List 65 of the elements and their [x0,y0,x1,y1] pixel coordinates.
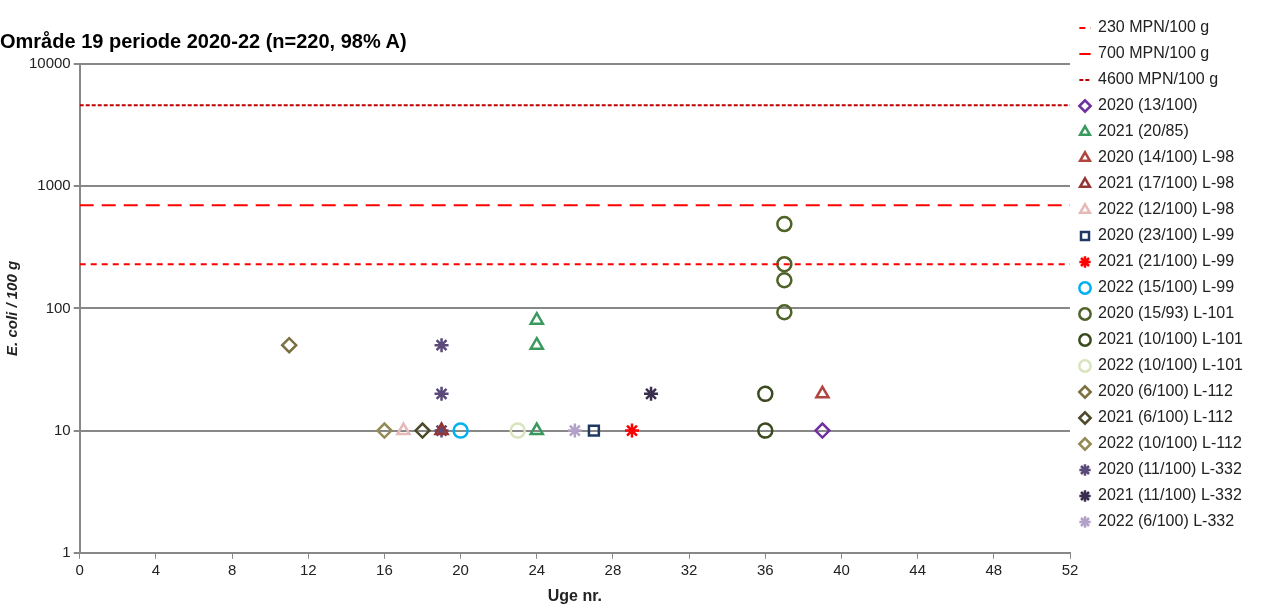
point [757,422,774,439]
y-tick-label: 100 [45,298,71,316]
point [815,385,830,399]
y-tick-label: 10 [54,420,71,438]
legend-label: 2022 (12/100) L-98 [1098,200,1235,218]
point [433,336,450,354]
point [452,422,469,439]
point [776,271,793,289]
x-tick-label: 28 [604,560,622,578]
legend-label: 2022 (6/100) L-332 [1098,512,1235,530]
point [414,422,431,439]
legend-label: 2021 (21/100) L-99 [1098,252,1235,270]
legend-label: 2022 (15/100) L-99 [1098,278,1235,296]
legend-label: 2022 (10/100) L-101 [1098,356,1244,374]
point [433,385,450,403]
legend-label: 700 MPN/100 g [1098,44,1210,62]
legend-label: 4600 MPN/100 g [1098,70,1219,88]
point [529,311,545,325]
legend-label: 2021 (11/100) L-332 [1098,486,1242,504]
point [280,336,298,354]
point [509,422,526,439]
x-tick-label: 44 [909,560,926,578]
point [587,424,601,437]
x-tick-label: 32 [680,560,698,578]
legend-label: 2020 (6/100) L-112 [1098,382,1234,400]
x-tick-label: 36 [756,560,774,578]
y-tick-label: 10000 [28,54,71,72]
x-tick-label: 8 [227,560,237,578]
legend-label: 2020 (23/100) L-99 [1098,226,1235,244]
legend-label: 2022 (10/100) L-112 [1098,434,1242,452]
x-tick-label: 40 [833,560,850,578]
point [376,422,393,439]
legend-label: 2020 (13/100) [1098,96,1198,114]
legend-label: 2021 (20/85) [1098,122,1189,140]
point [529,422,545,436]
legend-label: 230 MPN/100 g [1098,18,1210,36]
y-axis-title: E. coli / 100 g [3,260,21,356]
legend-label: 2020 (14/100) L-98 [1098,148,1235,166]
legend-label: 2021 (17/100) L-98 [1098,174,1235,192]
point [642,385,660,403]
x-tick-label: 52 [1061,560,1079,578]
x-tick-label: 12 [299,560,317,578]
x-tick-label: 20 [452,560,469,578]
y-tick-label: 1 [62,542,71,560]
point [757,385,774,403]
point [776,255,793,273]
point [776,304,793,321]
x-tick-label: 0 [75,560,84,578]
x-tick-label: 48 [985,560,1003,578]
x-tick-label: 4 [151,560,161,578]
y-tick-label: 1000 [37,176,71,194]
legend-label: 2021 (10/100) L-101 [1098,330,1244,348]
point [529,336,545,350]
point [396,422,411,436]
chart-title: Område 19 periode 2020-22 (n=220, 98% A) [0,29,407,52]
point [814,422,831,439]
x-tick-label: 24 [528,560,546,578]
point [776,215,793,233]
point [623,422,641,439]
legend-label: 2020 (15/93) L-101 [1098,304,1235,322]
x-axis-title: Uge nr. [547,586,602,604]
legend-label: 2021 (6/100) L-112 [1098,408,1234,426]
legend-label: 2020 (11/100) L-332 [1098,460,1242,478]
x-tick-label: 16 [376,560,393,578]
point [566,422,584,439]
